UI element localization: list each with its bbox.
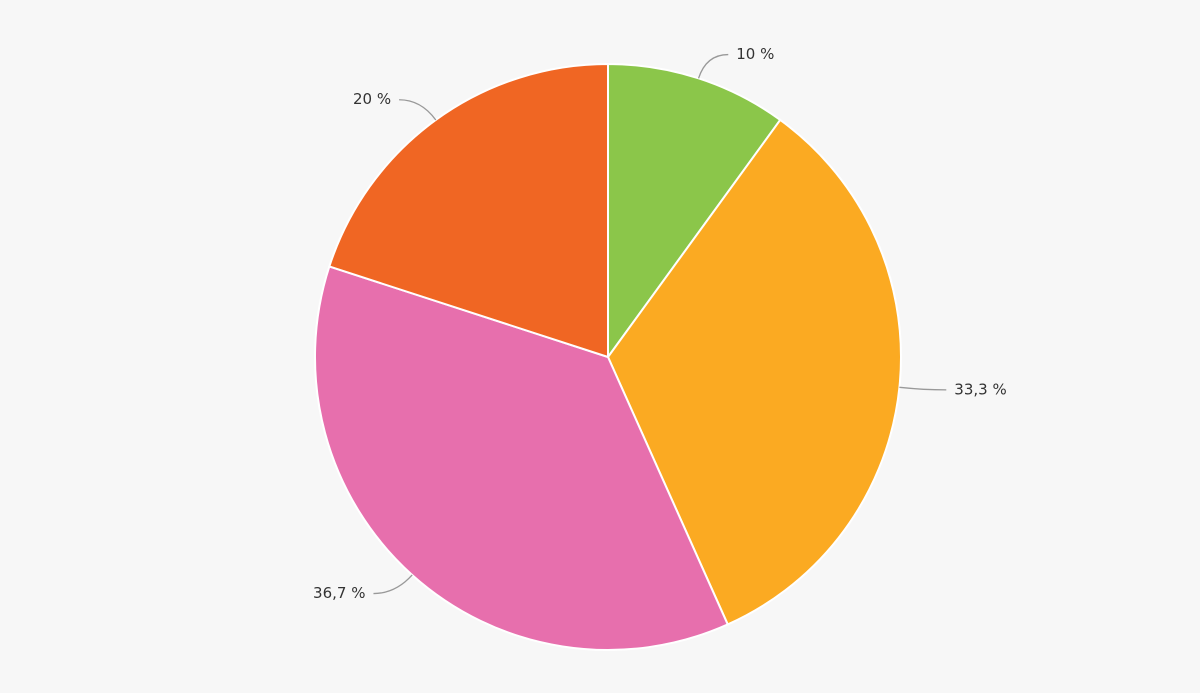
label-connector: [373, 574, 413, 595]
label-connector: [697, 53, 729, 79]
label-connector: [899, 386, 947, 391]
pie-slice: [607, 62, 782, 361]
data-label: 36,7 %: [313, 584, 365, 602]
data-label: 10 %: [736, 45, 774, 63]
data-label: 20 %: [353, 90, 391, 108]
data-label: 33,3 %: [954, 380, 1006, 398]
label-connector: [399, 99, 437, 121]
pie-slice: [606, 118, 902, 626]
